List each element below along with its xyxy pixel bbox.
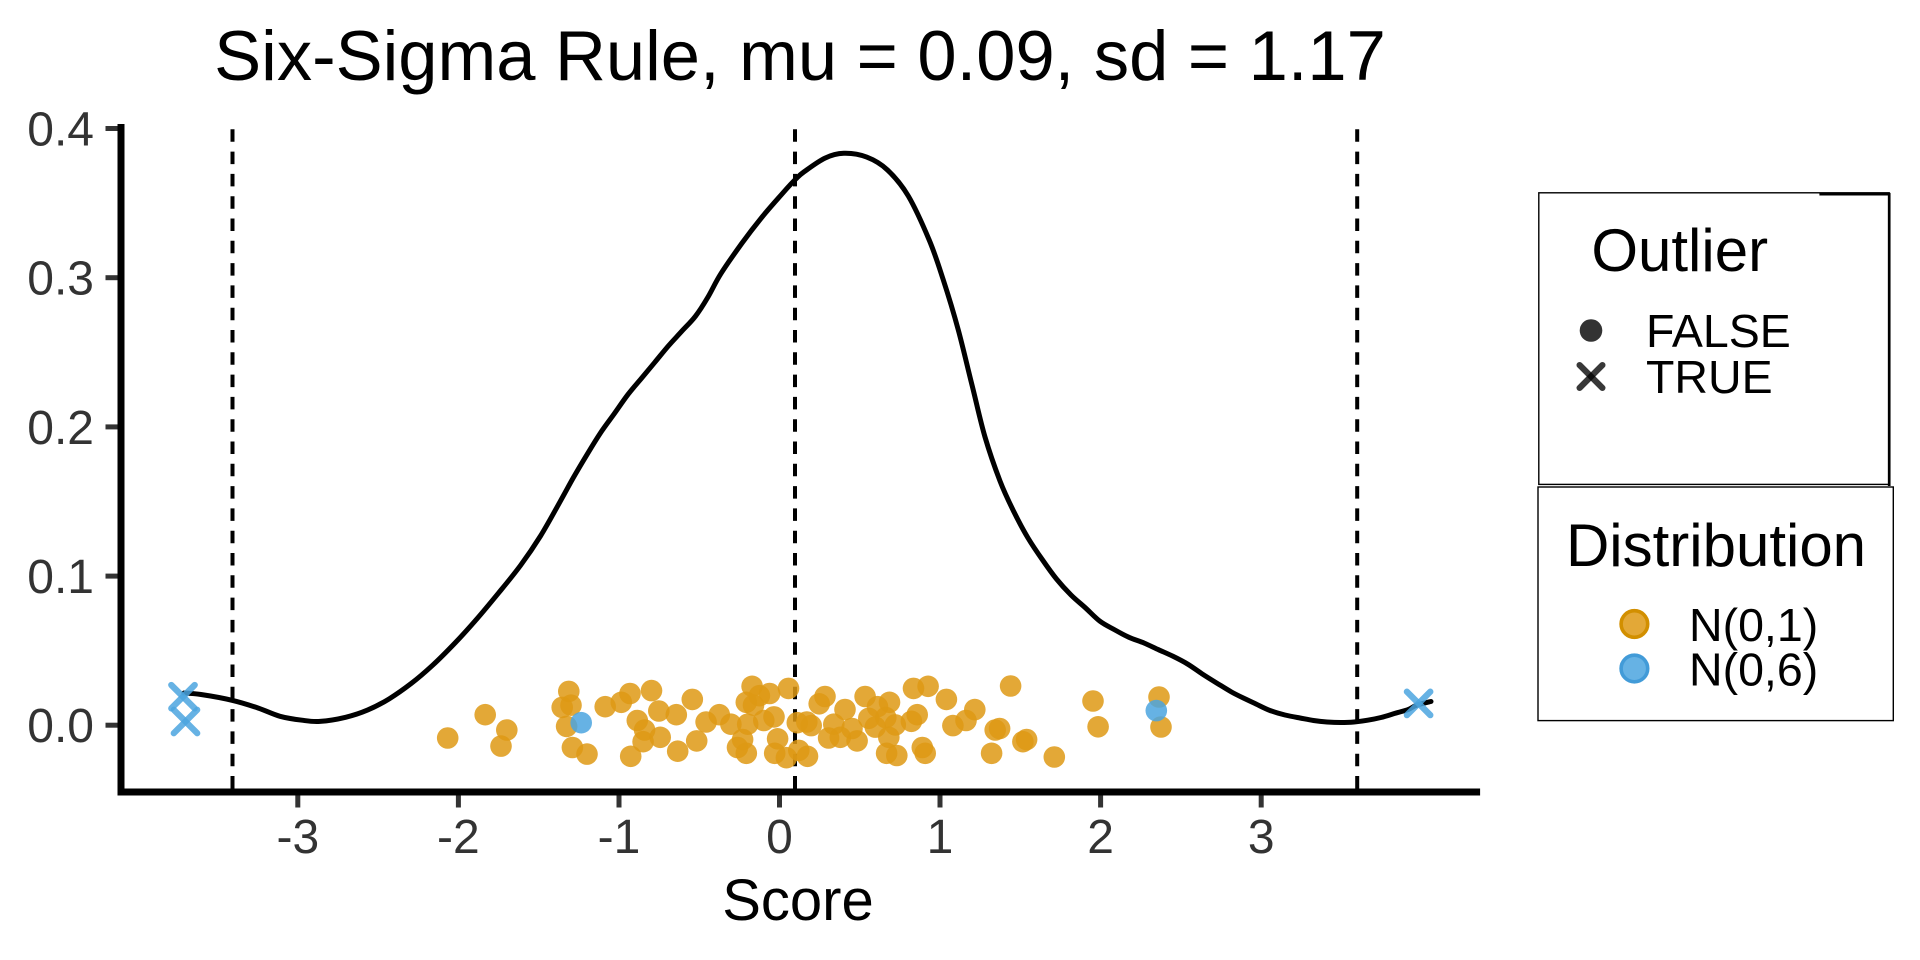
svg-text:Six-Sigma Rule, mu = 0.09, sd: Six-Sigma Rule, mu = 0.09, sd = 1.17 (214, 16, 1386, 95)
svg-text:Score: Score (722, 868, 874, 933)
svg-text:0.3: 0.3 (27, 253, 94, 306)
svg-text:TRUE: TRUE (1646, 351, 1773, 403)
svg-text:N(0,1): N(0,1) (1689, 599, 1818, 651)
svg-text:3: 3 (1248, 811, 1275, 864)
svg-text:Distribution: Distribution (1566, 512, 1866, 579)
svg-text:Outlier: Outlier (1591, 217, 1768, 284)
svg-text:0.4: 0.4 (27, 104, 94, 157)
svg-text:2: 2 (1087, 811, 1114, 864)
svg-text:0.0: 0.0 (27, 700, 94, 753)
svg-text:0.2: 0.2 (27, 402, 94, 455)
svg-text:-3: -3 (276, 811, 319, 864)
svg-text:0.1: 0.1 (27, 551, 94, 604)
svg-text:-1: -1 (598, 811, 641, 864)
svg-text:N(0,6): N(0,6) (1689, 644, 1818, 696)
svg-text:FALSE: FALSE (1646, 305, 1791, 357)
svg-text:-2: -2 (437, 811, 480, 864)
svg-text:1: 1 (927, 811, 954, 864)
svg-text:0: 0 (766, 811, 793, 864)
